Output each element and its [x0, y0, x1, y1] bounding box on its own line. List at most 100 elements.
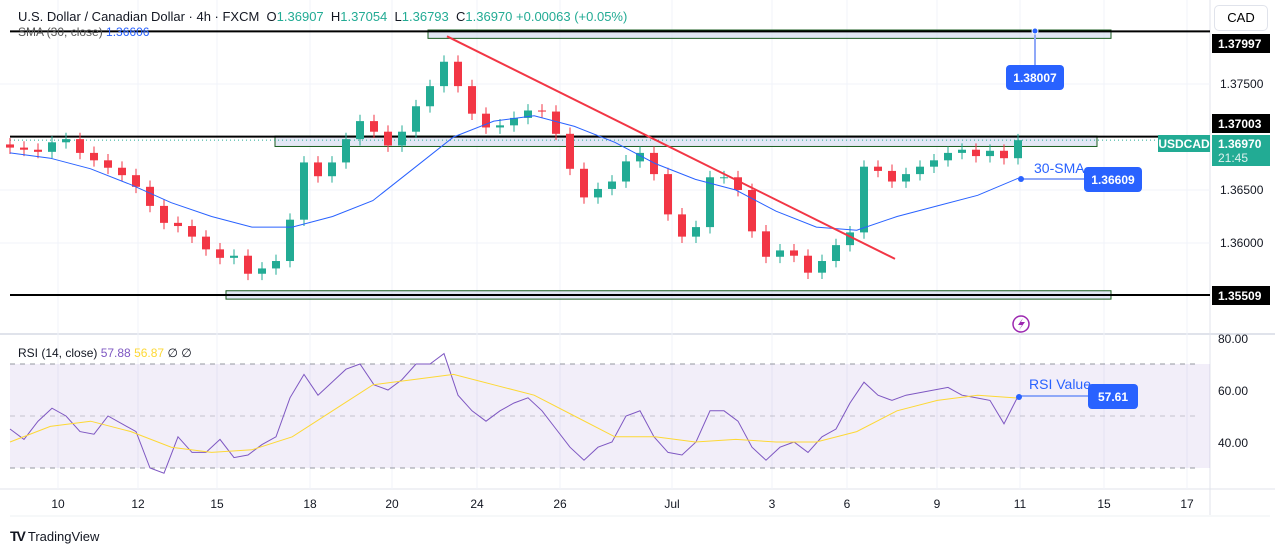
rsi-value: 57.88	[100, 346, 131, 360]
time-tick: 6	[844, 497, 851, 511]
close-label: C	[456, 9, 466, 24]
low-label: L	[394, 9, 402, 24]
price-level-label: 1.35509	[1218, 289, 1262, 303]
candle	[818, 261, 826, 273]
candle	[468, 86, 476, 114]
candle	[244, 255, 252, 274]
candle	[622, 161, 630, 182]
rsi-ma-line	[9, 373, 1019, 453]
symbol-tag	[1158, 135, 1210, 152]
lightning-icon-bolt	[1018, 318, 1025, 330]
candle	[944, 152, 952, 161]
time-tick: 3	[769, 497, 776, 511]
low-value: 1.36793	[401, 9, 449, 24]
time-tick: 9	[934, 497, 941, 511]
price-level-badge	[1212, 286, 1270, 305]
candle	[748, 190, 756, 232]
change-value: +0.00063 (+0.05%)	[516, 9, 628, 24]
candle	[734, 177, 742, 190]
rsi-ma-value: 56.87	[134, 346, 165, 360]
candle	[48, 142, 56, 152]
time-tick: 15	[210, 497, 224, 511]
candle	[272, 261, 280, 269]
tradingview-logo[interactable]: TV TradingView	[10, 528, 100, 544]
price-tick: 1.36500	[1220, 183, 1264, 197]
candle	[860, 166, 868, 233]
sma-legend[interactable]: SMA (30, close) 1.36606	[18, 25, 149, 39]
currency-button[interactable]: CAD	[1214, 5, 1268, 31]
candle	[538, 110, 546, 112]
sma-callout-anchor	[1018, 176, 1024, 182]
candle	[328, 162, 336, 177]
candle	[1000, 150, 1008, 159]
candle	[104, 160, 112, 168]
sma-line	[9, 115, 1019, 231]
candle	[356, 121, 364, 140]
top-callout-box	[1006, 65, 1064, 90]
rsi-tick: 40.00	[1218, 436, 1248, 450]
rsi-extra-2: ∅	[181, 346, 192, 360]
rsi-legend[interactable]: RSI (14, close) 57.88 56.87 ∅ ∅	[18, 346, 192, 360]
candle	[454, 61, 462, 87]
candle	[916, 166, 924, 175]
candle	[76, 139, 84, 153]
candle	[664, 174, 672, 215]
time-tick: 18	[303, 497, 317, 511]
time-tick: 24	[470, 497, 484, 511]
high-value: 1.37054	[340, 9, 388, 24]
sma-callout-label: 30-SMA	[1034, 160, 1085, 176]
candle	[482, 113, 490, 128]
candle	[692, 227, 700, 237]
high-label: H	[330, 9, 341, 24]
lightning-icon	[1012, 315, 1030, 333]
candle	[300, 162, 308, 220]
chart-header: U.S. Dollar / Canadian Dollar · 4h · FXC…	[18, 9, 627, 24]
candle	[608, 181, 616, 189]
time-tick: Jul	[664, 497, 679, 511]
time-tick: 11	[1014, 497, 1027, 511]
candle	[160, 205, 168, 223]
candle	[776, 250, 784, 257]
zone-rectangle	[427, 29, 1112, 39]
open-value: 1.36907	[276, 9, 324, 24]
candle	[384, 131, 392, 146]
sma-label: SMA (30, close)	[18, 25, 103, 39]
top-callout-value: 1.38007	[1013, 71, 1057, 85]
candle	[958, 149, 966, 153]
candle	[6, 144, 14, 148]
rsi-tick: 60.00	[1218, 384, 1248, 398]
bar-countdown: 21:45	[1218, 151, 1248, 165]
price-level-label: 1.37997	[1218, 37, 1262, 51]
candle	[524, 110, 532, 118]
candle	[510, 117, 518, 126]
candle	[440, 61, 448, 87]
candle	[874, 166, 882, 171]
candle	[496, 125, 504, 128]
rsi-line	[9, 352, 1019, 474]
candle	[258, 268, 266, 274]
symbol-tag-label: USDCAD	[1158, 137, 1210, 151]
candle	[398, 131, 406, 146]
candle	[566, 133, 574, 169]
rsi-callout-label: RSI Value	[1029, 376, 1091, 392]
tradingview-logo-icon: TV	[10, 528, 26, 544]
price-level-label: 1.37003	[1218, 117, 1262, 131]
candle	[720, 177, 728, 179]
rsi-callout-box	[1088, 384, 1138, 409]
candle	[804, 255, 812, 273]
candle	[202, 236, 210, 250]
time-tick: 17	[1180, 497, 1194, 511]
open-label: O	[266, 9, 277, 24]
time-tick: 12	[131, 497, 145, 511]
candle	[34, 149, 42, 152]
sma-callout-box	[1084, 167, 1142, 192]
trend-line	[446, 35, 896, 260]
candle	[594, 188, 602, 198]
candle	[846, 232, 854, 246]
candle	[342, 139, 350, 163]
candle	[832, 245, 840, 262]
candle	[986, 150, 994, 157]
rsi-tick: 80.00	[1218, 332, 1248, 346]
candle	[174, 222, 182, 227]
